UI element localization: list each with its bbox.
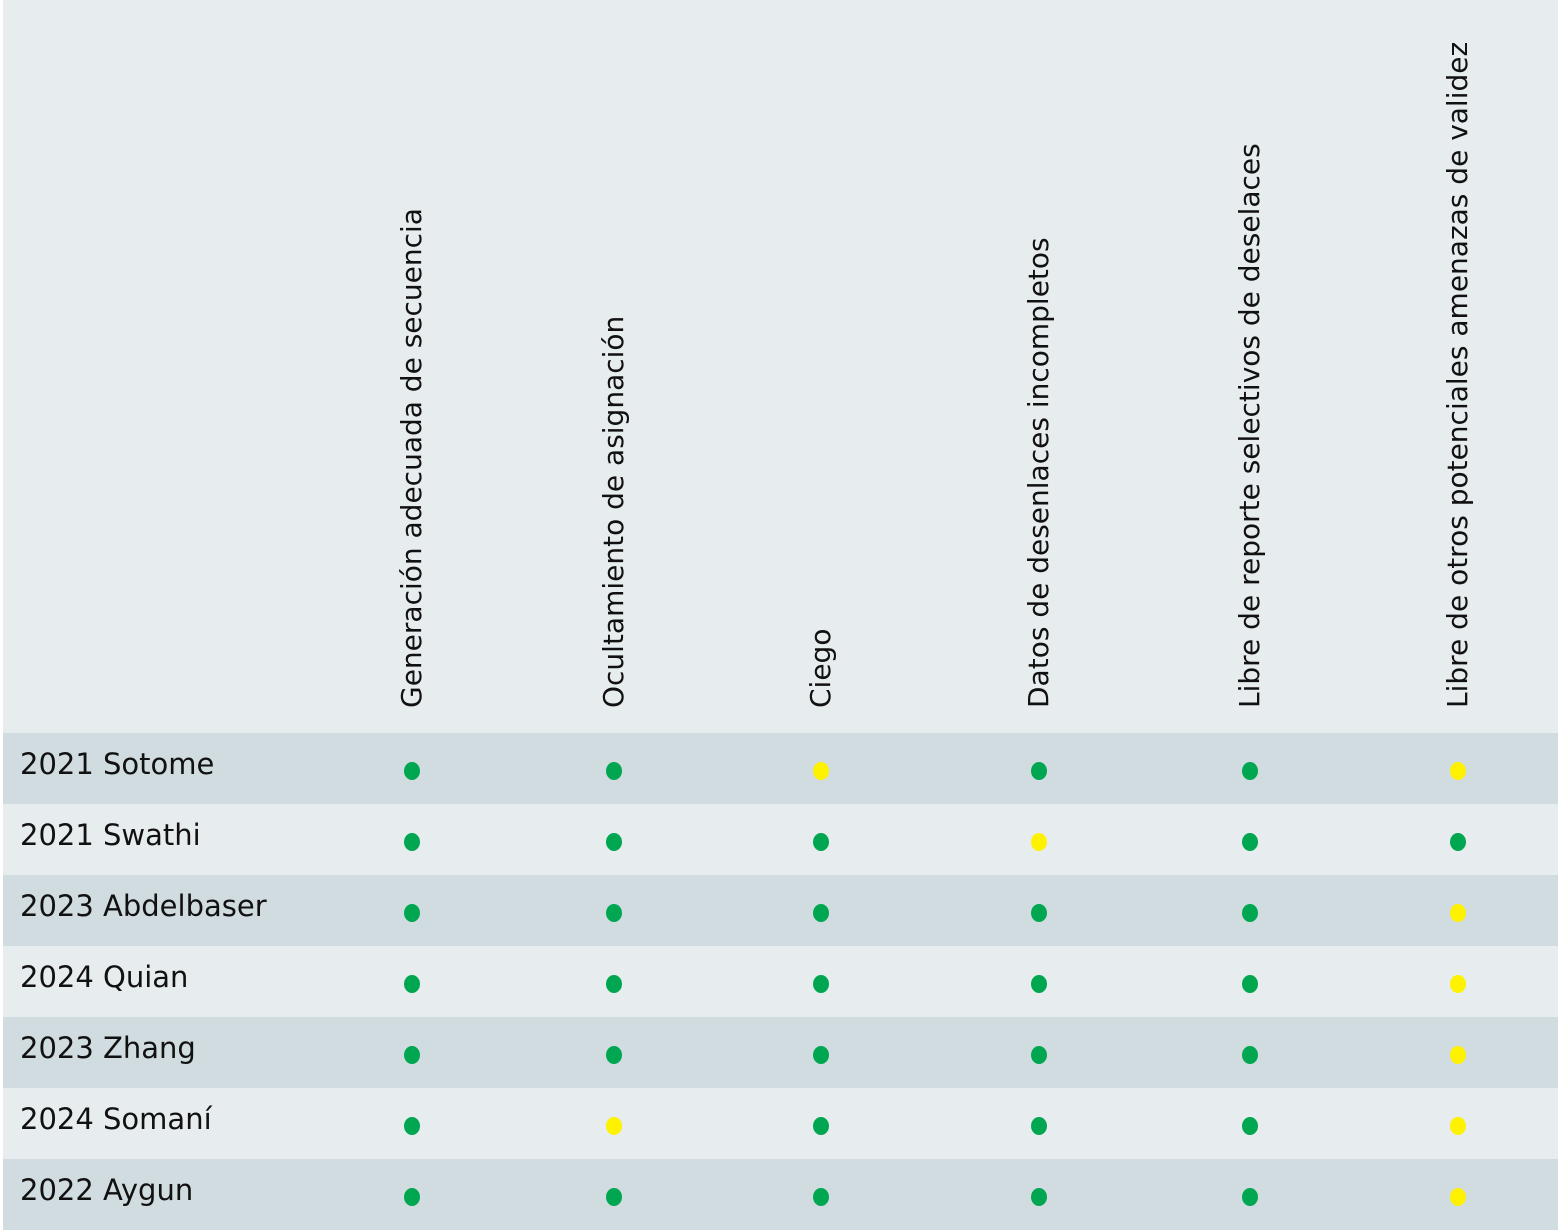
risk-dot-unclear (1450, 904, 1466, 922)
risk-dot-low (813, 1117, 829, 1135)
study-label: 2024 Somaní (20, 1102, 212, 1136)
risk-dot-low (606, 975, 622, 993)
table-row: 2023 Zhang (3, 1017, 1558, 1088)
risk-dot-unclear (1450, 762, 1466, 780)
risk-dot-unclear (1031, 833, 1047, 851)
risk-dot-low (1242, 833, 1258, 851)
risk-dot-low (606, 762, 622, 780)
table-row: 2022 Aygun (3, 1159, 1558, 1230)
risk-dot-low (1242, 1188, 1258, 1206)
risk-dot-low (813, 904, 829, 922)
risk-dot-low (1242, 975, 1258, 993)
risk-dot-low (606, 904, 622, 922)
study-label: 2024 Quian (20, 960, 189, 994)
risk-dot-low (404, 1046, 420, 1064)
table-row: 2023 Abdelbaser (3, 875, 1558, 946)
risk-dot-low (606, 1046, 622, 1064)
risk-dot-low (404, 1188, 420, 1206)
risk-dot-low (404, 904, 420, 922)
risk-dot-low (404, 975, 420, 993)
column-header: Datos de desenlaces incompletos (1022, 237, 1055, 708)
risk-dot-low (1242, 1117, 1258, 1135)
table-row: 2024 Quian (3, 946, 1558, 1017)
risk-dot-low (1031, 1046, 1047, 1064)
risk-of-bias-table: Generación adecuada de secuencia Ocultami… (3, 0, 1558, 1230)
risk-dot-low (1031, 975, 1047, 993)
study-label: 2021 Swathi (20, 818, 201, 852)
column-header: Ocultamiento de asignación (597, 315, 630, 708)
risk-dot-unclear (1450, 975, 1466, 993)
risk-dot-low (813, 833, 829, 851)
risk-dot-low (813, 975, 829, 993)
risk-dot-unclear (1450, 1046, 1466, 1064)
risk-dot-low (1242, 904, 1258, 922)
risk-dot-low (606, 1188, 622, 1206)
risk-dot-low (404, 1117, 420, 1135)
risk-dot-low (1031, 1188, 1047, 1206)
risk-dot-unclear (606, 1117, 622, 1135)
column-header: Ciego (804, 628, 837, 708)
risk-dot-low (813, 1046, 829, 1064)
risk-dot-low (1450, 833, 1466, 851)
study-label: 2022 Aygun (20, 1173, 194, 1207)
risk-dot-low (1242, 1046, 1258, 1064)
risk-dot-low (1242, 762, 1258, 780)
risk-dot-low (606, 833, 622, 851)
column-header: Libre de otros potenciales amenazas de v… (1441, 41, 1474, 708)
study-label: 2023 Zhang (20, 1031, 196, 1065)
table-row: 2021 Swathi (3, 804, 1558, 875)
risk-dot-low (404, 762, 420, 780)
column-header: Libre de reporte selectivos de deselaces (1233, 143, 1266, 708)
table-row: 2021 Sotome (3, 733, 1558, 804)
risk-dot-low (1031, 1117, 1047, 1135)
table-row: 2024 Somaní (3, 1088, 1558, 1159)
risk-dot-low (1031, 904, 1047, 922)
risk-dot-low (813, 1188, 829, 1206)
study-label: 2021 Sotome (20, 747, 215, 781)
risk-dot-low (404, 833, 420, 851)
risk-dot-unclear (813, 762, 829, 780)
risk-dot-unclear (1450, 1188, 1466, 1206)
risk-dot-low (1031, 762, 1047, 780)
column-header: Generación adecuada de secuencia (395, 208, 428, 708)
study-label: 2023 Abdelbaser (20, 889, 267, 923)
risk-dot-unclear (1450, 1117, 1466, 1135)
